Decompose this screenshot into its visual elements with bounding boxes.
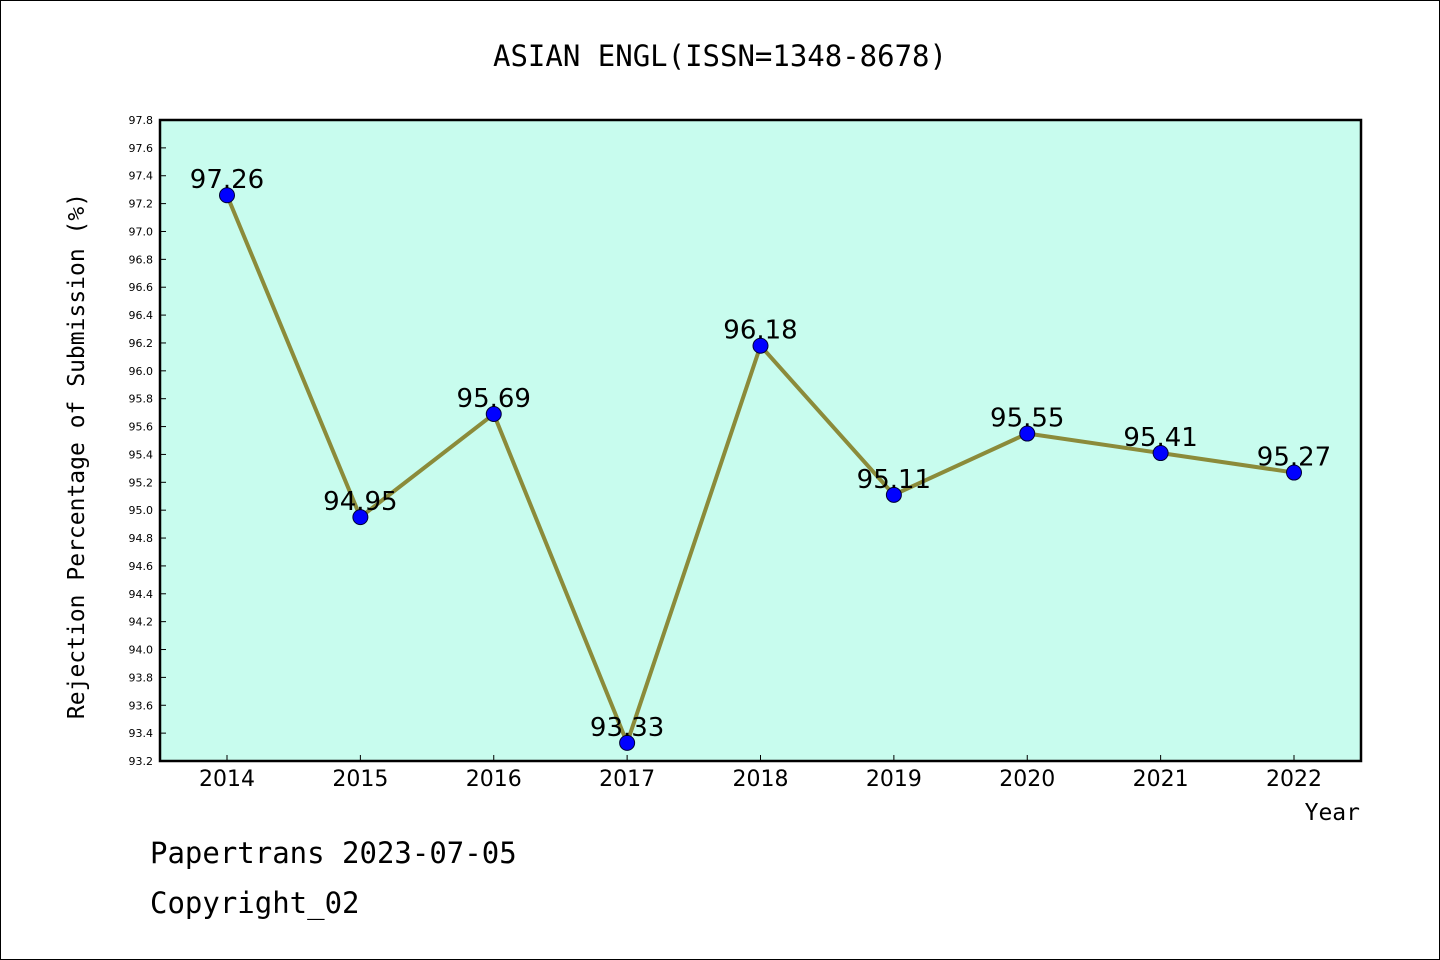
data-point-marker (885, 486, 902, 503)
y-tick-label: 96.4 (129, 309, 154, 322)
data-label: 93.33 (590, 713, 664, 743)
y-tick-label: 95.0 (129, 504, 154, 517)
data-label: 95.11 (857, 465, 931, 495)
y-tick-label: 97.2 (129, 198, 154, 211)
x-tick-label: 2016 (466, 767, 522, 792)
data-point-marker (752, 337, 769, 354)
y-tick-label: 94.2 (129, 616, 154, 629)
plot-area (158, 118, 1363, 763)
y-tick-label: 93.4 (129, 727, 154, 740)
data-point-marker (485, 406, 502, 423)
data-label: 95.41 (1123, 423, 1197, 453)
y-tick-label: 94.8 (129, 532, 154, 545)
y-tick-label: 97.6 (129, 142, 154, 155)
data-point-marker (1152, 445, 1169, 462)
data-point-marker (619, 734, 636, 751)
x-tick-label: 2014 (199, 767, 255, 792)
x-tick-label: 2017 (599, 767, 655, 792)
y-tick-label: 95.2 (129, 476, 154, 489)
x-tick-label: 2022 (1266, 767, 1322, 792)
data-point-marker (219, 187, 235, 204)
x-axis-ticks: 2014 2015 2016 2017 2018 2019 2020 2021 2022 (199, 755, 1322, 792)
data-point-marker (1286, 464, 1302, 481)
y-tick-label: 93.2 (129, 755, 154, 768)
x-tick-label: 2015 (332, 767, 388, 792)
x-tick-label: 2018 (733, 767, 789, 792)
y-tick-label: 93.8 (129, 671, 154, 684)
footer-date-text: Papertrans 2023-07-05 (150, 836, 517, 870)
data-label: 94.95 (323, 487, 397, 517)
data-label: 95.27 (1257, 443, 1331, 473)
y-tick-label: 97.0 (129, 225, 154, 238)
y-axis-label: Rejection Percentage of Submission (%) (64, 193, 90, 719)
x-tick-label: 2019 (866, 767, 922, 792)
y-axis-ticks: 93.2 93.4 93.6 93.8 94.0 94.2 94.4 94.6 94.8 95.0… (129, 114, 166, 768)
y-tick-label: 94.6 (129, 560, 154, 573)
data-label: 95.69 (457, 384, 531, 414)
x-tick-label: 2020 (999, 767, 1055, 792)
x-tick-label: 2021 (1133, 767, 1189, 792)
data-label: 95.55 (990, 404, 1064, 434)
y-tick-label: 96.2 (129, 337, 154, 350)
data-label: 97.26 (190, 165, 264, 195)
footer-copyright-text: Copyright_02 (150, 886, 360, 920)
series-line-group: 97.26 94.95 95.69 93.33 96.18 95.11 95.55 95.41… (190, 165, 1331, 751)
y-tick-label: 96.0 (129, 365, 154, 378)
y-tick-label: 96.8 (129, 253, 154, 266)
y-tick-label: 93.6 (129, 699, 154, 712)
y-tick-label: 95.8 (129, 393, 154, 406)
x-axis-label: Year (1305, 800, 1360, 826)
data-point-marker (1019, 425, 1036, 442)
y-tick-label: 94.0 (129, 644, 154, 657)
chart-title: ASIAN ENGL(ISSN=1348-8678) (493, 39, 947, 73)
y-tick-label: 97.4 (129, 170, 154, 183)
y-tick-label: 95.4 (129, 448, 154, 461)
y-tick-label: 95.6 (129, 421, 154, 434)
data-point-marker (352, 509, 369, 526)
y-tick-label: 94.4 (129, 588, 154, 601)
y-tick-label: 96.6 (129, 281, 154, 294)
y-tick-label: 97.8 (129, 114, 154, 127)
data-label: 96.18 (723, 316, 797, 346)
